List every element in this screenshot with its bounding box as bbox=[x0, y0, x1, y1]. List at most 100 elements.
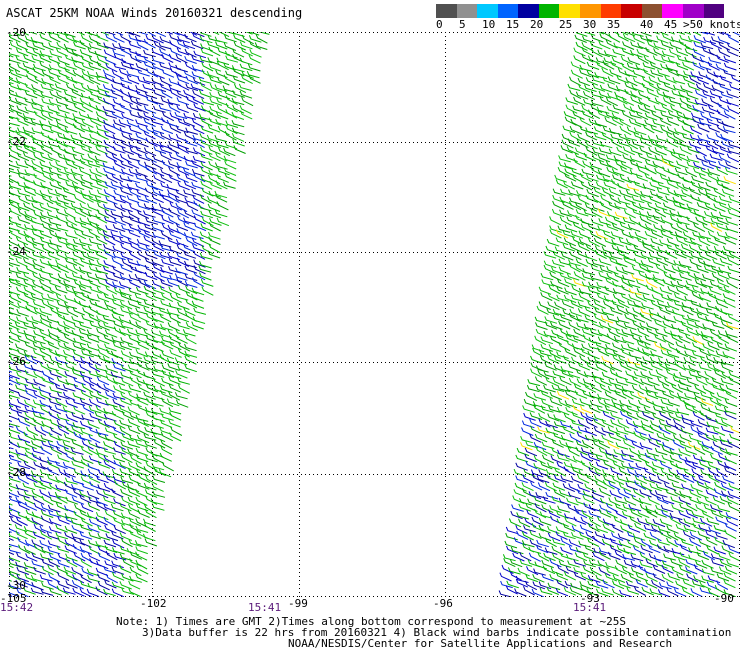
wind-barb bbox=[618, 237, 632, 246]
wind-barb bbox=[716, 216, 729, 225]
wind-barb bbox=[126, 70, 140, 78]
wind-barb bbox=[515, 462, 528, 471]
wind-barb bbox=[653, 48, 666, 58]
wind-barb bbox=[40, 182, 53, 191]
wind-barb bbox=[64, 148, 77, 156]
wind-barb bbox=[607, 76, 621, 85]
wind-barb bbox=[151, 34, 164, 44]
wind-barb bbox=[16, 34, 29, 44]
wind-barb bbox=[577, 474, 590, 484]
wind-barb bbox=[689, 531, 702, 541]
wind-barb bbox=[22, 482, 36, 491]
wind-barb bbox=[9, 495, 22, 504]
wind-barb bbox=[145, 340, 158, 350]
wind-barb bbox=[608, 148, 622, 157]
wind-barb bbox=[681, 483, 694, 492]
wind-barb bbox=[15, 516, 28, 526]
wind-barb bbox=[581, 439, 595, 450]
wind-barb bbox=[559, 328, 572, 338]
wind-barb bbox=[675, 463, 689, 471]
wind-barb bbox=[9, 334, 21, 343]
wind-barb bbox=[104, 111, 118, 119]
wind-barb bbox=[692, 104, 705, 114]
wind-barb bbox=[569, 424, 582, 434]
wind-barb bbox=[591, 494, 604, 504]
wind-barb bbox=[128, 134, 142, 142]
wind-barb bbox=[39, 216, 52, 226]
wind-barb bbox=[608, 33, 621, 43]
wind-barb bbox=[95, 41, 109, 49]
wind-barb bbox=[152, 475, 166, 483]
wind-barb bbox=[724, 236, 737, 245]
wind-barb bbox=[183, 189, 196, 197]
wind-barb bbox=[619, 189, 632, 198]
wind-barb bbox=[585, 243, 598, 254]
wind-barb bbox=[137, 250, 150, 261]
wind-barb bbox=[610, 231, 624, 240]
wind-barb bbox=[516, 530, 529, 540]
wind-barb bbox=[24, 224, 37, 232]
wind-barb bbox=[57, 133, 70, 141]
wind-barb bbox=[143, 61, 156, 70]
wind-barb bbox=[545, 469, 559, 477]
wind-barb bbox=[39, 574, 53, 582]
wind-barb bbox=[65, 557, 78, 568]
wind-barb bbox=[556, 278, 570, 288]
wind-barb bbox=[700, 391, 713, 400]
wind-barb bbox=[169, 411, 182, 421]
wind-barb bbox=[9, 504, 21, 514]
wind-barb bbox=[73, 337, 87, 346]
wind-barb bbox=[726, 47, 739, 57]
wind-barb bbox=[9, 41, 23, 51]
wind-barb bbox=[9, 372, 20, 380]
wind-barb bbox=[200, 117, 213, 127]
wind-barb bbox=[169, 47, 183, 57]
wind-barb bbox=[626, 183, 640, 191]
wind-barb bbox=[23, 54, 36, 63]
wind-barb bbox=[603, 50, 617, 58]
wind-barb bbox=[62, 315, 76, 325]
wind-barb bbox=[201, 216, 214, 227]
wind-barb bbox=[56, 33, 69, 43]
wind-barb bbox=[66, 174, 79, 185]
wind-barb bbox=[651, 286, 664, 296]
wind-barb bbox=[612, 342, 625, 352]
wind-barb bbox=[657, 181, 670, 189]
wind-barb bbox=[615, 559, 628, 569]
wind-barb bbox=[554, 246, 568, 254]
wind-barb bbox=[526, 509, 539, 519]
wind-barb bbox=[102, 356, 116, 365]
wind-barb bbox=[104, 301, 117, 310]
wind-barb bbox=[26, 426, 39, 436]
wind-barb bbox=[97, 209, 110, 219]
wind-barb bbox=[145, 165, 158, 175]
wind-barb bbox=[719, 384, 732, 395]
wind-barb bbox=[81, 440, 94, 450]
wind-barb bbox=[604, 285, 617, 295]
wind-barb bbox=[72, 366, 86, 374]
wind-barb bbox=[672, 132, 685, 143]
wind-barb bbox=[31, 224, 44, 233]
wind-barb bbox=[71, 533, 85, 541]
wind-barb bbox=[79, 321, 92, 330]
wind-barb bbox=[168, 384, 181, 393]
wind-barb bbox=[223, 74, 236, 84]
wind-barb bbox=[143, 49, 156, 58]
wind-barb bbox=[572, 236, 585, 246]
wind-barb bbox=[168, 207, 181, 217]
wind-barb bbox=[639, 215, 652, 225]
wind-barb bbox=[591, 203, 605, 212]
wind-barb bbox=[199, 236, 212, 246]
wind-barb bbox=[643, 68, 656, 78]
wind-barb bbox=[88, 102, 101, 112]
wind-barb bbox=[79, 257, 93, 266]
wind-barb bbox=[549, 216, 562, 226]
wind-barb bbox=[25, 42, 39, 51]
wind-barb bbox=[71, 580, 84, 590]
wind-barb bbox=[224, 89, 237, 98]
wind-barb bbox=[16, 152, 30, 162]
wind-barb bbox=[9, 69, 22, 79]
wind-barb bbox=[23, 495, 36, 505]
wind-barb bbox=[103, 408, 116, 416]
wind-barb bbox=[192, 77, 206, 86]
